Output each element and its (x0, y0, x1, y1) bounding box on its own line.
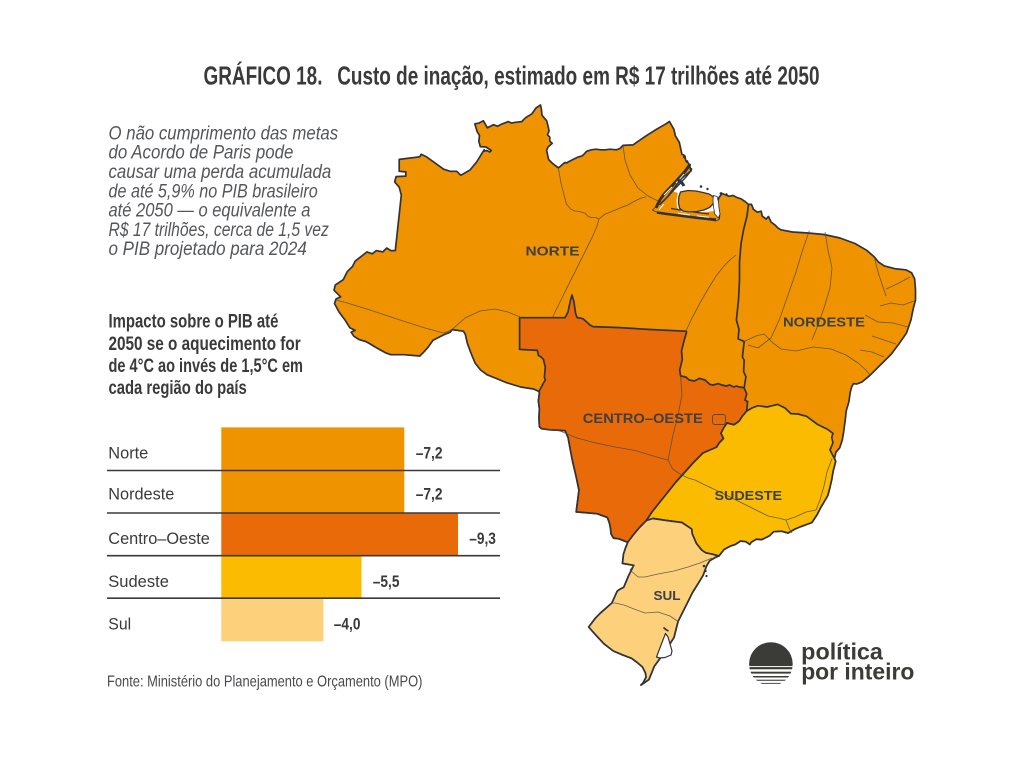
svg-text:Sul: Sul (108, 615, 131, 633)
svg-text:de 4°C ao invés de 1,5°C em: de 4°C ao invés de 1,5°C em (109, 356, 304, 377)
svg-text:2050 se o aquecimento for: 2050 se o aquecimento for (109, 334, 302, 355)
svg-text:R$ 17 trilhões, cerca de 1,5 v: R$ 17 trilhões, cerca de 1,5 vez (109, 220, 330, 241)
svg-text:–5,5: –5,5 (373, 572, 400, 591)
svg-text:–7,2: –7,2 (416, 443, 443, 462)
svg-text:–4,0: –4,0 (334, 614, 361, 633)
svg-text:política: política (801, 638, 884, 664)
svg-text:GRÁFICO 18. Custo de inação,: GRÁFICO 18. Custo de inação, estimado em… (204, 61, 820, 91)
svg-text:por inteiro: por inteiro (801, 659, 914, 685)
svg-text:causar uma perda acumulada: causar uma perda acumulada (109, 162, 332, 183)
svg-text:Norte: Norte (108, 444, 148, 462)
svg-text:do Acordo de Paris pode: do Acordo de Paris pode (109, 143, 294, 164)
svg-text:–7,2: –7,2 (416, 484, 443, 503)
svg-text:–9,3: –9,3 (469, 529, 496, 548)
svg-text:SUL: SUL (654, 588, 681, 603)
svg-text:de até 5,9% no PIB brasileiro: de até 5,9% no PIB brasileiro (109, 181, 318, 202)
svg-text:cada região do país: cada região do país (109, 378, 247, 399)
svg-text:Fonte: Ministério do Planejame: Fonte: Ministério do Planejamento e Orça… (107, 673, 422, 690)
svg-text:SUDESTE: SUDESTE (715, 488, 783, 503)
svg-text:O não cumprimento das metas: O não cumprimento das metas (109, 123, 339, 144)
svg-text:Impacto sobre o PIB até: Impacto sobre o PIB até (109, 312, 279, 333)
svg-text:Centro–Oeste: Centro–Oeste (108, 530, 210, 548)
svg-text:CENTRO–OESTE: CENTRO–OESTE (583, 411, 703, 426)
svg-text:Nordeste: Nordeste (108, 485, 174, 503)
svg-text:o PIB projetado para 2024: o PIB projetado para 2024 (109, 239, 307, 260)
svg-text:NORTE: NORTE (526, 244, 580, 259)
svg-text:NORDESTE: NORDESTE (783, 314, 865, 329)
svg-text:Sudeste: Sudeste (108, 573, 169, 591)
svg-text:até 2050 — o equivalente a: até 2050 — o equivalente a (109, 201, 311, 222)
